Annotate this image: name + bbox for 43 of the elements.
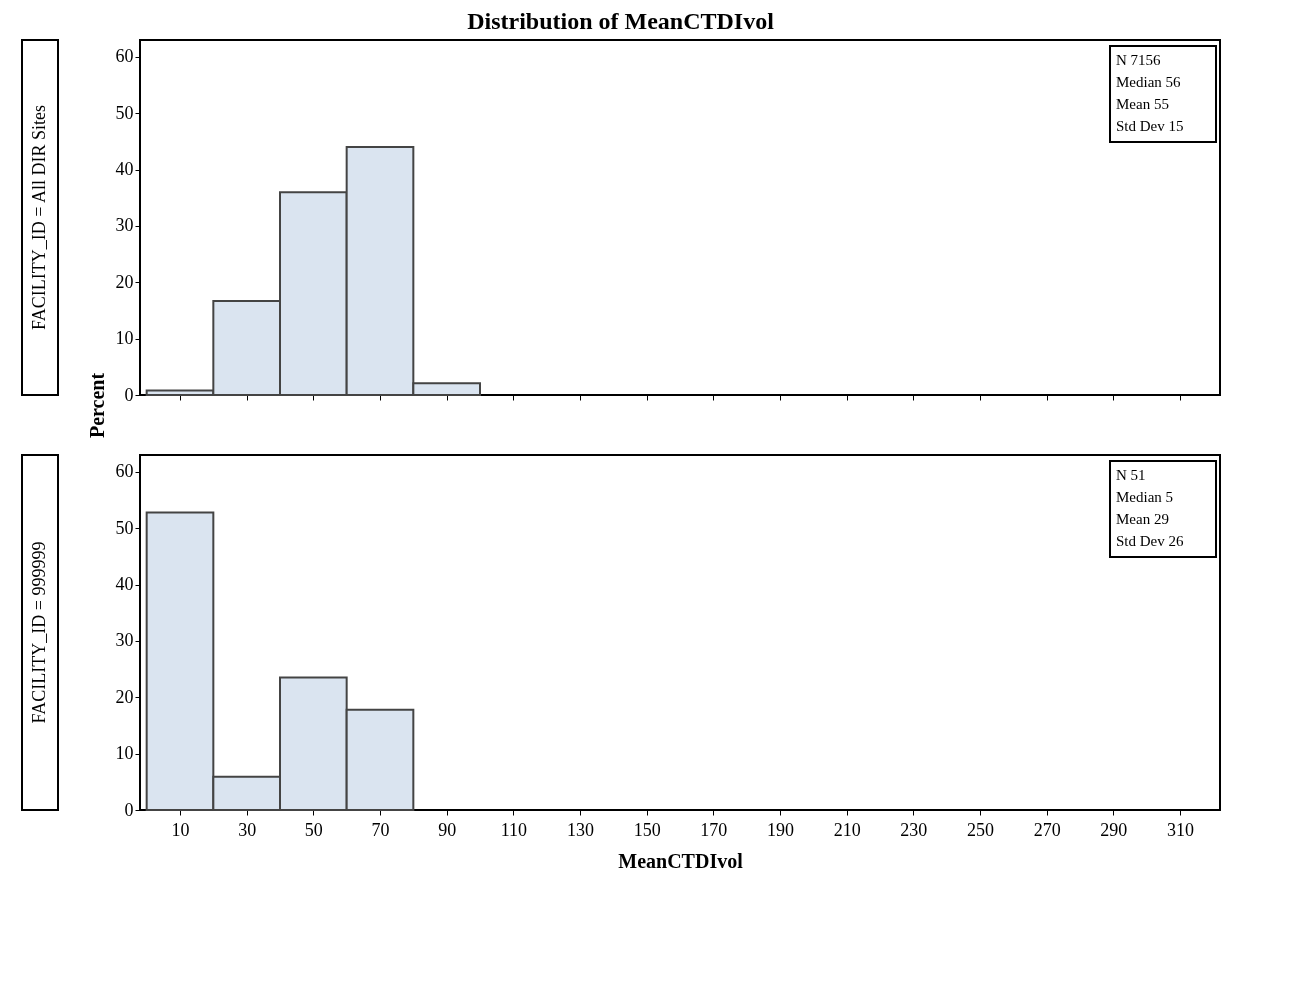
annotation: Median 56 — [1116, 74, 1182, 90]
x-tick-label: 310 — [1167, 819, 1194, 840]
x-tick-label: 190 — [767, 819, 794, 840]
y-tick-label: 10 — [115, 743, 134, 764]
x-tick-label: 170 — [700, 819, 728, 840]
y-tick-label: 20 — [115, 686, 134, 707]
y-tick-label: 30 — [115, 215, 134, 236]
x-tick-label: 250 — [967, 819, 994, 840]
annotation: Std Dev 26 — [1116, 533, 1184, 549]
text: FACILITY_ID = All DIR Sites — [29, 105, 49, 330]
annotation: Mean 29 — [1116, 511, 1169, 527]
y-tick-label: 40 — [115, 574, 134, 595]
annotation: N 51 — [1116, 467, 1146, 483]
x-tick-label: 290 — [1100, 819, 1128, 840]
x-tick-label: 30 — [238, 819, 257, 840]
annotation: Std Dev 15 — [1116, 118, 1184, 134]
y-tick-label: 0 — [124, 799, 134, 820]
y-axis-title: Percent — [85, 372, 108, 439]
y-tick-label: 30 — [115, 630, 134, 651]
x-tick-label: 90 — [438, 819, 457, 840]
text: FACILITY_ID = 999999 — [29, 541, 49, 724]
annotation: Mean 55 — [1116, 96, 1169, 112]
y-tick-label: 60 — [115, 46, 134, 67]
x-tick-label: 70 — [371, 819, 390, 840]
y-tick-label: 50 — [115, 517, 134, 538]
x-tick-label: 210 — [833, 819, 861, 840]
x-tick-label: 10 — [171, 819, 190, 840]
x-axis-title: MeanCTDIvol — [618, 849, 744, 872]
x-tick-label: 230 — [900, 819, 928, 840]
annotation: Median 5 — [1116, 489, 1174, 505]
x-tick-label: 270 — [1033, 819, 1061, 840]
x-tick-label: 110 — [500, 819, 528, 840]
y-tick-label: 0 — [124, 384, 134, 405]
annotation: N 7156 — [1116, 52, 1162, 68]
x-tick-label: 50 — [304, 819, 323, 840]
x-tick-label: 130 — [567, 819, 594, 840]
y-tick-label: 20 — [115, 271, 134, 292]
y-tick-label: 40 — [115, 159, 134, 180]
y-tick-label: 10 — [115, 328, 134, 349]
y-tick-label: 50 — [115, 102, 134, 123]
x-tick-label: 150 — [633, 819, 661, 840]
y-tick-label: 60 — [115, 461, 134, 482]
chart-title: Distribution of MeanCTDIvol — [467, 8, 775, 34]
